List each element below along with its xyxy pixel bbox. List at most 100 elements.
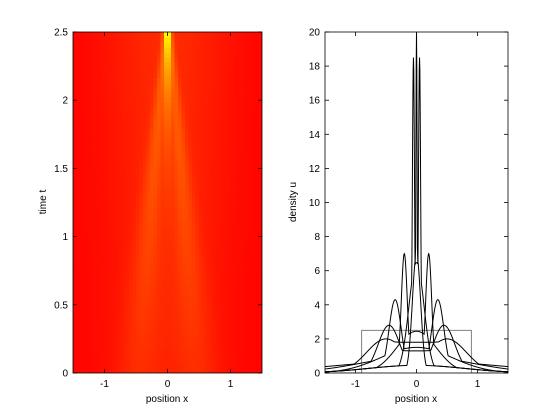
heatmap-cell xyxy=(157,192,162,199)
heatmap-cell xyxy=(241,57,246,63)
heatmap-cell xyxy=(178,307,183,314)
heatmap-cell xyxy=(73,47,78,53)
heatmap-cell xyxy=(90,232,95,239)
heatmap-cell xyxy=(174,277,179,284)
heatmap-cell xyxy=(178,297,183,304)
heatmap-cell xyxy=(202,162,207,168)
heatmap-cell xyxy=(181,57,186,63)
heatmap-cell xyxy=(192,237,197,244)
heatmap-cell xyxy=(174,152,179,158)
heatmap-cell xyxy=(199,127,204,133)
heatmap-cell xyxy=(87,357,92,364)
heatmap-cell xyxy=(192,242,197,249)
heatmap-cell xyxy=(167,272,172,279)
heatmap-cell xyxy=(174,317,179,324)
heatmap-cell xyxy=(76,272,81,279)
heatmap-cell xyxy=(255,327,260,334)
heatmap-cell xyxy=(115,242,120,249)
heatmap-cell xyxy=(164,112,169,118)
heatmap-cell xyxy=(153,177,158,184)
heatmap-cell xyxy=(101,142,106,148)
heatmap-cell xyxy=(220,362,225,369)
heatmap-cell xyxy=(157,257,162,264)
heatmap-cell xyxy=(248,237,253,244)
heatmap-cell xyxy=(83,67,88,73)
heatmap-cell xyxy=(118,107,123,113)
heatmap-cell xyxy=(213,312,218,319)
heatmap-cell xyxy=(258,247,262,254)
heatmap-cell xyxy=(150,342,155,349)
heatmap-cell xyxy=(209,322,214,329)
heatmap-cell xyxy=(178,257,183,264)
heatmap-cell xyxy=(115,277,120,284)
heatmap-cell xyxy=(202,347,207,354)
heatmap-cell xyxy=(101,272,106,279)
heatmap-cell xyxy=(150,127,155,133)
heatmap-cell xyxy=(255,322,260,329)
heatmap-cell xyxy=(188,352,193,359)
heatmap-cell xyxy=(248,177,253,184)
heatmap-cell xyxy=(230,87,235,93)
heatmap-cell xyxy=(171,177,176,184)
heatmap-cell xyxy=(73,62,78,68)
heatmap-cell xyxy=(143,257,148,264)
heatmap-cell xyxy=(185,247,190,254)
heatmap-cell xyxy=(143,142,148,148)
heatmap-cell xyxy=(195,82,200,88)
heatmap-cell xyxy=(255,97,260,103)
heatmap-cell xyxy=(146,117,151,123)
heatmap-cell xyxy=(258,332,262,339)
heatmap-cell xyxy=(115,62,120,68)
heatmap-cell xyxy=(171,277,176,284)
heatmap-cell xyxy=(195,362,200,369)
heatmap-cell xyxy=(153,342,158,349)
heatmap-cell xyxy=(167,212,172,219)
heatmap-cell xyxy=(160,97,165,103)
heatmap-cell xyxy=(216,77,221,83)
heatmap-cell xyxy=(132,107,137,113)
heatmap-cell xyxy=(153,92,158,98)
heatmap-cell xyxy=(192,82,197,88)
heatmap-cell xyxy=(241,287,246,294)
heatmap-cell xyxy=(160,122,165,128)
heatmap-cell xyxy=(122,162,127,168)
heatmap-cell xyxy=(202,362,207,369)
heatmap-cell xyxy=(90,187,95,194)
heatmap-cell xyxy=(174,62,179,68)
heatmap-cell xyxy=(223,327,228,334)
heatmap-cell xyxy=(101,202,106,209)
heatmap-cell xyxy=(244,287,249,294)
heatmap-cell xyxy=(153,367,158,373)
density-ytick-label: 14 xyxy=(309,130,321,141)
heatmap-cell xyxy=(237,97,242,103)
heatmap-cell xyxy=(150,72,155,78)
heatmap-cell xyxy=(157,122,162,128)
heatmap-cell xyxy=(83,147,88,153)
heatmap-cell xyxy=(255,217,260,224)
heatmap-cell xyxy=(167,167,172,174)
heatmap-cell xyxy=(174,177,179,184)
heatmap-cell xyxy=(248,102,253,108)
heatmap-cell xyxy=(237,87,242,93)
heatmap-cell xyxy=(115,152,120,158)
heatmap-cell xyxy=(251,87,256,93)
heatmap-cell xyxy=(241,117,246,123)
heatmap-cell xyxy=(167,62,172,68)
heatmap-cell xyxy=(195,62,200,68)
heatmap-cell xyxy=(244,187,249,194)
heatmap-cell xyxy=(216,152,221,158)
heatmap-cell xyxy=(122,132,127,138)
heatmap-cell xyxy=(108,47,113,53)
heatmap-cell xyxy=(241,347,246,354)
heatmap-cell xyxy=(251,172,256,179)
heatmap-cell xyxy=(115,122,120,128)
heatmap-cell xyxy=(90,287,95,294)
heatmap-cell xyxy=(108,142,113,148)
heatmap-cell xyxy=(97,72,102,78)
heatmap-cell xyxy=(118,187,123,194)
heatmap-cell xyxy=(132,177,137,184)
heatmap-cell xyxy=(234,302,239,309)
heatmap-cell xyxy=(129,37,134,43)
heatmap-cell xyxy=(171,67,176,73)
heatmap-cell xyxy=(230,222,235,229)
